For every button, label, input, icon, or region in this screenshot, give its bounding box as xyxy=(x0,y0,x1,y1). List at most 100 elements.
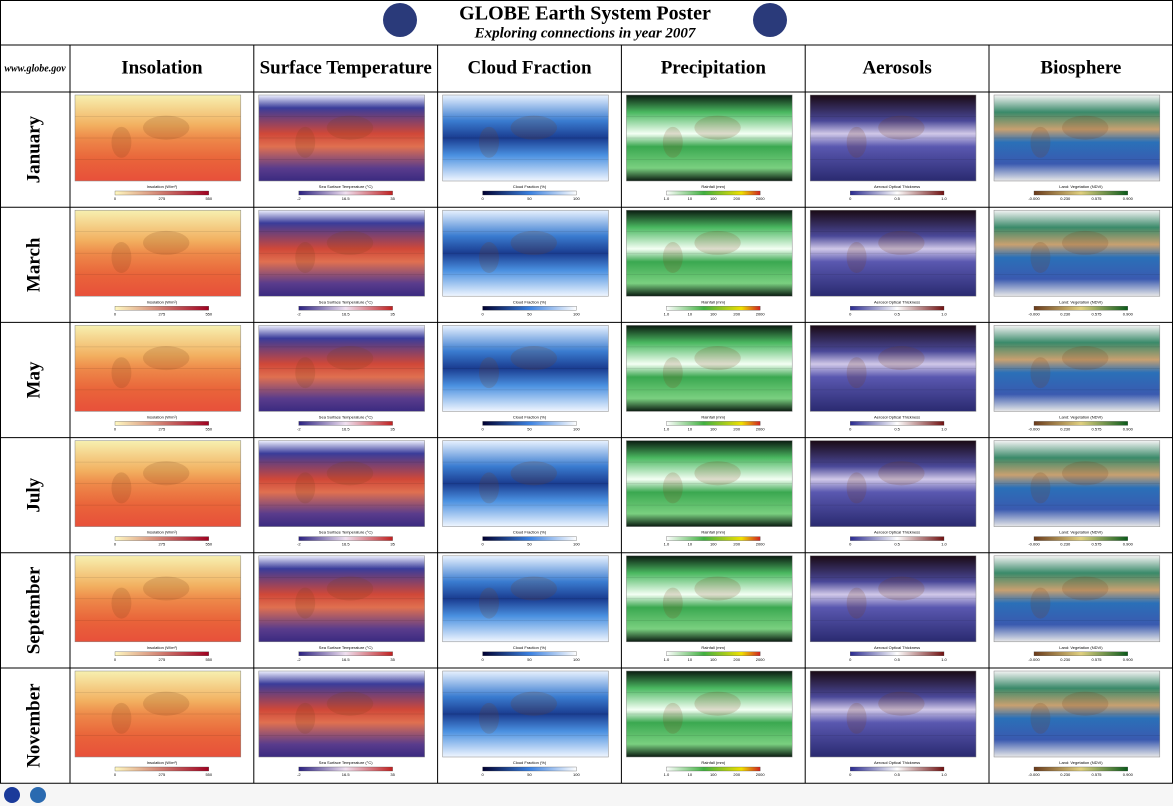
colorbar-tick: 100 xyxy=(710,542,717,547)
colorbar-tick: 0.575 xyxy=(1092,311,1103,316)
colorbar-tick: 2000 xyxy=(756,657,766,662)
colorbar-tick: 100 xyxy=(710,426,717,431)
legend-title: Rainfall (mm) xyxy=(701,760,725,765)
colorbar xyxy=(114,421,209,426)
land xyxy=(142,461,190,486)
colorbar-tick: -0.000 xyxy=(1028,196,1040,201)
colorbar-tick: 0.900 xyxy=(1123,196,1134,201)
land xyxy=(878,691,925,716)
colorbar-tick: 0 xyxy=(114,196,117,201)
map xyxy=(993,94,1161,182)
map xyxy=(626,555,793,643)
colorbar-tick: 100 xyxy=(710,657,717,662)
colorbar-tick: 50 xyxy=(527,772,532,777)
colorbar-tick: 200 xyxy=(733,311,740,316)
colorbar-tick: 50 xyxy=(527,426,532,431)
colorbar-tick: -0.000 xyxy=(1028,426,1040,431)
colorbar-tick: 35 xyxy=(390,311,395,316)
land xyxy=(878,576,925,601)
land xyxy=(111,126,132,158)
colorbar-tick: 2000 xyxy=(756,772,766,777)
map xyxy=(626,209,793,297)
colorbar-tick: 50 xyxy=(527,542,532,547)
colorbar xyxy=(1033,306,1128,311)
colorbar-tick: 0 xyxy=(114,657,117,662)
land xyxy=(142,691,190,716)
land xyxy=(295,702,316,734)
column-header: Surface Temperature xyxy=(260,57,432,78)
colorbar xyxy=(666,421,761,426)
footer xyxy=(0,783,1173,806)
colorbar-tick: 16.5 xyxy=(342,196,351,201)
land xyxy=(510,115,558,140)
colorbar-tick: 10 xyxy=(688,426,693,431)
colorbar-tick: 200 xyxy=(733,542,740,547)
colorbar-tick: 0.575 xyxy=(1092,542,1103,547)
map xyxy=(442,670,609,758)
map xyxy=(626,325,793,412)
land xyxy=(662,587,683,619)
row-label: September xyxy=(23,566,44,654)
land xyxy=(1030,126,1051,158)
colorbar xyxy=(1033,536,1128,541)
land xyxy=(479,242,499,273)
legend-title: Insolation (W/m²) xyxy=(147,184,178,189)
colorbar-tick: 1.0 xyxy=(664,426,670,431)
legend-title: Cloud Fraction (%) xyxy=(513,760,547,765)
land xyxy=(694,691,741,716)
map xyxy=(258,670,425,758)
colorbar-tick: 100 xyxy=(573,657,580,662)
land xyxy=(326,576,374,601)
colorbar-tick: 35 xyxy=(390,426,395,431)
colorbar xyxy=(298,190,393,196)
land xyxy=(1030,587,1051,619)
land xyxy=(510,346,558,371)
map xyxy=(258,440,425,527)
colorbar-tick: 2000 xyxy=(756,196,766,201)
colorbar-tick: 550 xyxy=(205,196,212,201)
map xyxy=(626,94,793,182)
land xyxy=(1061,576,1109,601)
land xyxy=(479,357,499,389)
land xyxy=(1030,357,1051,389)
colorbar-tick: -2 xyxy=(297,196,301,201)
colorbar-tick: 0 xyxy=(849,542,852,547)
map xyxy=(258,209,425,297)
map xyxy=(258,94,425,182)
colorbar xyxy=(482,306,577,311)
colorbar-tick: 16.5 xyxy=(342,311,351,316)
land xyxy=(326,461,374,486)
legend-title: Rainfall (mm) xyxy=(701,184,725,189)
colorbar-tick: 1.0 xyxy=(941,657,947,662)
colorbar-tick: 0.575 xyxy=(1092,772,1103,777)
colorbar-tick: 550 xyxy=(205,657,212,662)
legend-title: Aerosol Optical Thickness xyxy=(874,414,920,419)
legend-title: Insolation (W/m²) xyxy=(147,530,178,535)
colorbar-tick: -2 xyxy=(297,772,301,777)
colorbar-tick: 0.5 xyxy=(894,772,900,777)
land xyxy=(510,691,558,716)
legend-title: Sea Surface Temperature (°C) xyxy=(319,414,373,419)
colorbar-tick: 0.230 xyxy=(1060,311,1071,316)
colorbar-tick: 1.0 xyxy=(664,196,670,201)
row-label: July xyxy=(23,477,44,512)
row-label: March xyxy=(23,237,44,292)
colorbar-tick: 0.575 xyxy=(1092,196,1103,201)
legend-title: Cloud Fraction (%) xyxy=(513,184,547,189)
legend-title: Insolation (W/m²) xyxy=(147,760,178,765)
land xyxy=(479,702,499,734)
land xyxy=(1061,691,1109,716)
colorbar-tick: 0 xyxy=(481,772,484,777)
map xyxy=(442,209,609,297)
colorbar xyxy=(666,651,761,656)
land xyxy=(846,126,867,158)
map xyxy=(993,440,1161,527)
legend-title: Aerosol Optical Thickness xyxy=(874,645,920,650)
colorbar-tick: 0.5 xyxy=(894,426,900,431)
colorbar xyxy=(482,536,577,541)
land xyxy=(694,115,741,140)
land xyxy=(510,230,558,255)
land xyxy=(1061,115,1109,140)
colorbar-tick: 0 xyxy=(849,196,852,201)
